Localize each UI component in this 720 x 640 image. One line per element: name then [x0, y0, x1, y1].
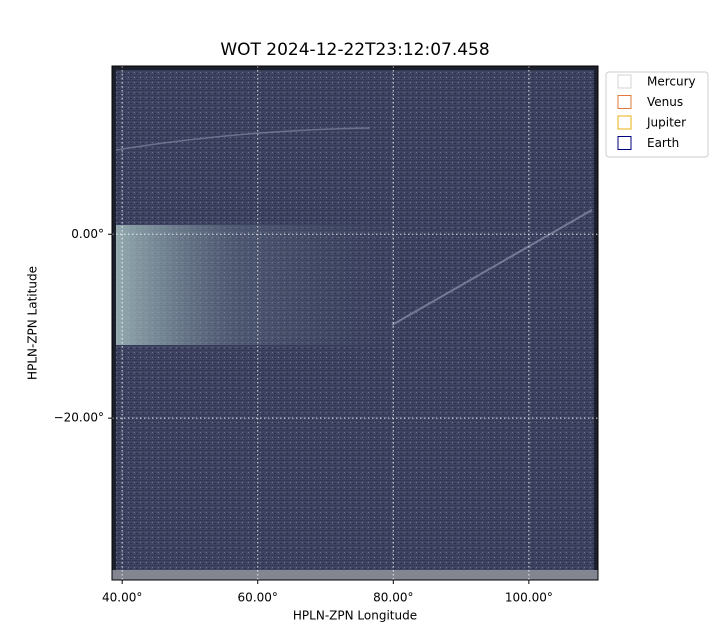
legend-label: Jupiter [646, 116, 686, 130]
y-tick-label: −20.00° [54, 411, 104, 425]
y-tick-label: 0.00° [71, 227, 104, 241]
legend-marker [617, 74, 632, 89]
grid [112, 66, 598, 580]
image [112, 66, 598, 580]
legend-label: Earth [647, 136, 679, 150]
x-tick-label: 40.00° [102, 591, 142, 605]
x-tick-label: 60.00° [238, 591, 278, 605]
legend: Mercury Venus Jupiter Earth [605, 71, 709, 158]
x-tick-label: 80.00° [373, 591, 413, 605]
legend-marker [617, 136, 632, 150]
legend-label: Venus [647, 95, 683, 109]
legend-marker [617, 115, 632, 130]
x-axis-label: HPLN-ZPN Longitude [293, 609, 417, 623]
image-edge [112, 570, 598, 580]
y-axis-label: HPLN-ZPN Latitude [26, 266, 40, 380]
legend-box [605, 71, 709, 158]
streak [391, 209, 593, 326]
x-tick-label: 100.00° [505, 591, 553, 605]
plot-frame [111, 65, 599, 581]
image-glow [116, 225, 416, 345]
legend-marker [617, 95, 632, 109]
streak [115, 127, 371, 151]
chart-title: WOT 2024-12-22T23:12:07.458 [220, 40, 489, 60]
legend-label: Mercury [647, 75, 696, 89]
